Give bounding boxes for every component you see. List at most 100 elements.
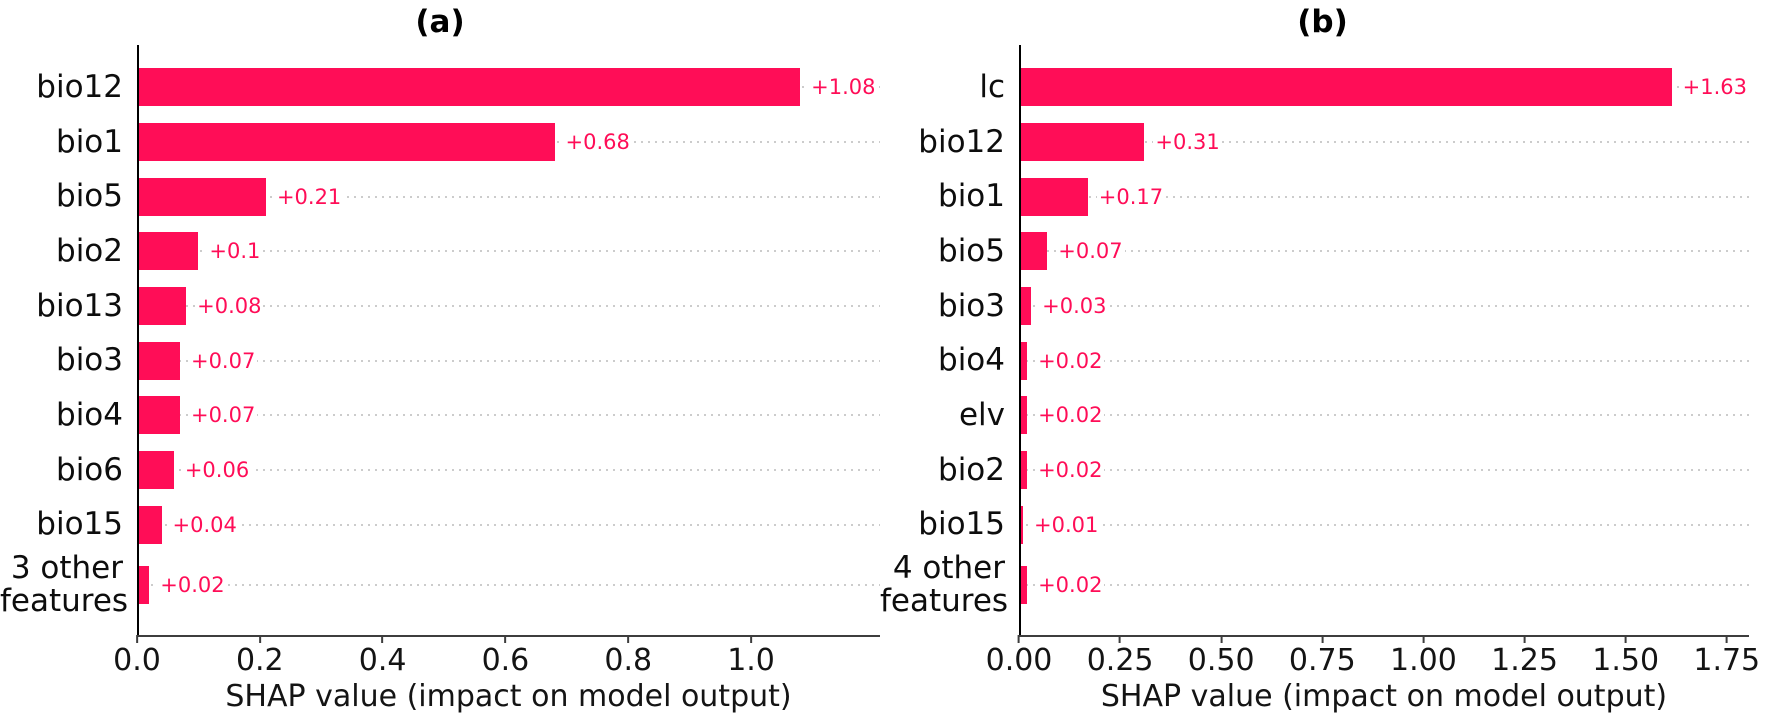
bar-cell: +0.68 bbox=[137, 115, 880, 170]
bar-cell: +0.17 bbox=[1019, 169, 1749, 224]
bar-value-label: +0.07 bbox=[188, 402, 258, 429]
row-gridline bbox=[137, 584, 880, 587]
shap-bar bbox=[1019, 451, 1028, 490]
bar-value-label: +0.03 bbox=[1040, 293, 1109, 320]
shap-bar bbox=[137, 68, 801, 107]
bar-row: 3 other features +0.02 bbox=[0, 552, 880, 618]
row-gridline bbox=[1019, 414, 1749, 417]
panel-b-title: (b) bbox=[1297, 4, 1348, 40]
x-tick-mark bbox=[258, 635, 261, 643]
shap-bar bbox=[137, 232, 199, 271]
bar-cell: +0.02 bbox=[1019, 333, 1749, 388]
shap-bar bbox=[1019, 566, 1028, 605]
bar-value-label: +0.1 bbox=[207, 238, 263, 265]
shap-bar bbox=[1019, 68, 1672, 107]
panel-a-chart-area: bio12 +1.08 bio1 +0.68 bio5 +0.21 bio2 +0.1 bio1… bbox=[0, 45, 880, 637]
feature-label: bio5 bbox=[56, 178, 123, 215]
row-gridline bbox=[1019, 359, 1749, 362]
feature-label: bio15 bbox=[36, 506, 123, 543]
bar-value-label: +0.02 bbox=[1036, 572, 1105, 599]
bar-row: lc +1.63 bbox=[880, 60, 1765, 115]
feature-label: lc bbox=[979, 68, 1005, 105]
bar-value-label: +0.06 bbox=[182, 457, 252, 484]
feature-label: bio1 bbox=[56, 123, 123, 160]
bar-cell: +0.08 bbox=[137, 279, 880, 334]
bar-row: bio1 +0.17 bbox=[880, 169, 1765, 224]
bar-value-label: +0.08 bbox=[195, 293, 264, 320]
bar-cell: +0.07 bbox=[137, 333, 880, 388]
x-tick-mark bbox=[1523, 635, 1526, 643]
x-tick: 1.75 bbox=[1693, 635, 1760, 677]
bar-cell: +0.02 bbox=[1019, 388, 1749, 443]
shap-bar bbox=[1019, 287, 1032, 326]
bar-row: bio2 +0.1 bbox=[0, 224, 880, 279]
x-tick-mark bbox=[1119, 635, 1122, 643]
feature-label: bio6 bbox=[56, 451, 123, 488]
x-tick-label: 1.25 bbox=[1491, 643, 1558, 678]
feature-label: bio5 bbox=[938, 232, 1005, 269]
row-gridline bbox=[1019, 195, 1749, 198]
feature-label: bio2 bbox=[938, 451, 1005, 488]
x-tick: 0.50 bbox=[1188, 635, 1255, 677]
x-tick: 1.25 bbox=[1491, 635, 1558, 677]
bar-value-label: +0.02 bbox=[1036, 402, 1105, 429]
x-tick-label: 0.75 bbox=[1288, 643, 1356, 678]
x-tick-label: 1.75 bbox=[1693, 643, 1761, 678]
bar-cell: +0.07 bbox=[1019, 224, 1749, 279]
feature-label: bio13 bbox=[36, 287, 123, 324]
bar-value-label: +0.07 bbox=[1056, 238, 1125, 265]
x-tick-label: 0.6 bbox=[481, 643, 530, 678]
x-tick-mark bbox=[1624, 635, 1627, 643]
x-tick-label: 0.00 bbox=[985, 643, 1053, 678]
feature-label: bio3 bbox=[56, 342, 123, 379]
row-gridline bbox=[137, 414, 880, 417]
feature-label: bio4 bbox=[56, 396, 123, 433]
bar-value-label: +0.01 bbox=[1032, 511, 1101, 538]
bar-value-label: +1.08 bbox=[809, 74, 878, 101]
x-tick: 0.8 bbox=[604, 635, 652, 677]
bar-row: bio1 +0.68 bbox=[0, 115, 880, 170]
feature-label: bio1 bbox=[938, 178, 1005, 215]
bar-row: 4 other features +0.02 bbox=[880, 552, 1765, 618]
bar-row: bio4 +0.07 bbox=[0, 388, 880, 443]
shap-bar bbox=[1019, 505, 1024, 544]
bar-row: bio15 +0.04 bbox=[0, 497, 880, 552]
x-tick: 0.2 bbox=[236, 635, 284, 677]
bar-row: bio3 +0.07 bbox=[0, 333, 880, 388]
bar-cell: +0.04 bbox=[137, 497, 880, 552]
feature-label: bio12 bbox=[36, 68, 123, 105]
bar-row: bio12 +1.08 bbox=[0, 60, 880, 115]
x-tick-mark bbox=[1422, 635, 1425, 643]
feature-label: bio3 bbox=[938, 287, 1005, 324]
panel-b-x-axis-label: SHAP value (impact on model output) bbox=[1100, 679, 1668, 714]
feature-label: elv bbox=[958, 396, 1005, 433]
bar-value-label: +1.63 bbox=[1680, 74, 1749, 101]
panel-a-x-axis-label: SHAP value (impact on model output) bbox=[225, 679, 792, 714]
row-gridline bbox=[137, 469, 880, 472]
bar-row: bio15 +0.01 bbox=[880, 497, 1765, 552]
shap-bar bbox=[137, 287, 187, 326]
shap-bar bbox=[1019, 341, 1028, 380]
panel-a-x-axis-line bbox=[137, 635, 880, 637]
panel-a-title: (a) bbox=[415, 4, 465, 40]
x-tick: 1.00 bbox=[1390, 635, 1457, 677]
shap-bar bbox=[137, 396, 180, 435]
shap-bar bbox=[1019, 177, 1088, 216]
bar-row: elv +0.02 bbox=[880, 388, 1765, 443]
bar-row: bio5 +0.07 bbox=[880, 224, 1765, 279]
row-gridline bbox=[137, 195, 880, 198]
bar-cell: +0.21 bbox=[137, 169, 880, 224]
bar-cell: +1.08 bbox=[137, 60, 880, 115]
feature-label: bio12 bbox=[918, 123, 1005, 160]
bar-cell: +1.63 bbox=[1019, 60, 1749, 115]
feature-label: bio2 bbox=[56, 232, 123, 269]
panel-b-y-axis-line bbox=[1019, 45, 1021, 635]
row-gridline bbox=[1019, 305, 1749, 308]
bar-row: bio5 +0.21 bbox=[0, 169, 880, 224]
shap-bar bbox=[137, 451, 174, 490]
bar-cell: +0.07 bbox=[137, 388, 880, 443]
bar-cell: +0.02 bbox=[1019, 443, 1749, 498]
x-tick-label: 0.4 bbox=[358, 643, 407, 678]
panel-b-chart-area: lc +1.63 bio12 +0.31 bio1 +0.17 bio5 +0.07 bio3 +… bbox=[880, 45, 1765, 637]
